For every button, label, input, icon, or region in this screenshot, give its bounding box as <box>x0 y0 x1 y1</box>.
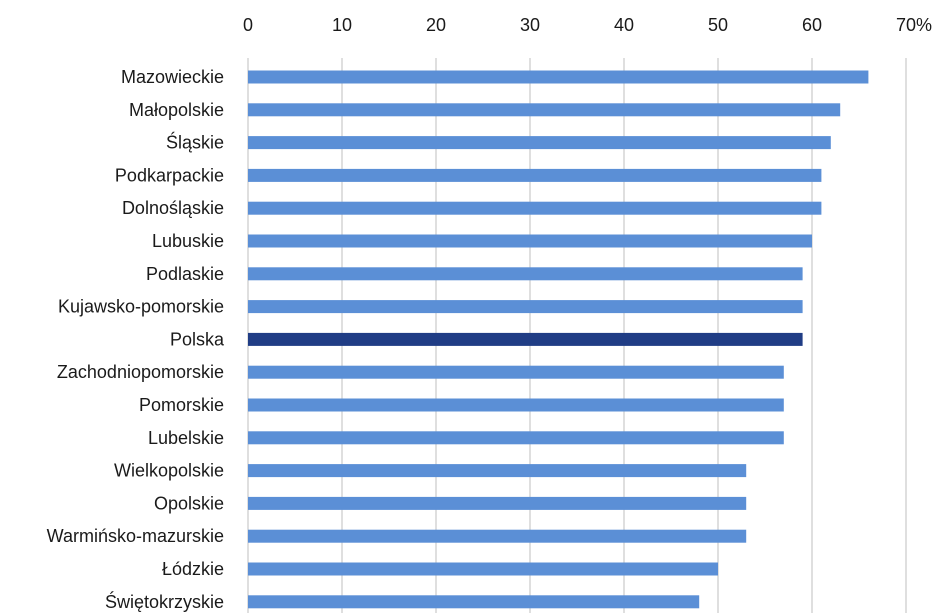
category-label: Lubelskie <box>148 428 224 448</box>
category-label: Małopolskie <box>129 100 224 120</box>
axis-unit-label: % <box>916 15 932 35</box>
category-label: Śląskie <box>166 132 224 153</box>
category-labels: Mazowieckie Małopolskie Śląskie Podkarpacki… <box>47 67 225 612</box>
category-label: Dolnośląskie <box>122 198 224 218</box>
bar-podlaskie <box>248 267 803 281</box>
category-label: Warmińsko-mazurskie <box>47 526 224 546</box>
x-tick-label: 0 <box>243 15 253 35</box>
x-axis-ticks: 0 10 20 30 40 50 60 70 <box>243 15 916 35</box>
category-label: Wielkopolskie <box>114 461 224 481</box>
bar-opolskie <box>248 496 747 510</box>
bar-dolnośląskie <box>248 201 822 215</box>
x-tick-label: 70 <box>896 15 916 35</box>
bar-polska <box>248 332 803 346</box>
bar-warmińsko-mazurskie <box>248 529 747 543</box>
bars <box>248 70 869 609</box>
bar-zachodniopomorskie <box>248 365 784 379</box>
category-label: Polska <box>170 329 225 349</box>
bar-małopolskie <box>248 103 841 117</box>
category-label: Kujawsko-pomorskie <box>58 297 224 317</box>
bar-kujawsko-pomorskie <box>248 300 803 314</box>
category-label: Pomorskie <box>139 395 224 415</box>
category-label: Opolskie <box>154 493 224 513</box>
x-tick-label: 50 <box>708 15 728 35</box>
x-tick-label: 30 <box>520 15 540 35</box>
bar-lubuskie <box>248 234 812 248</box>
category-label: Zachodniopomorskie <box>57 362 224 382</box>
category-label: Podkarpackie <box>115 165 224 185</box>
bar-pomorskie <box>248 398 784 412</box>
category-label: Podlaskie <box>146 264 224 284</box>
x-tick-label: 10 <box>332 15 352 35</box>
category-label: Mazowieckie <box>121 67 224 87</box>
category-label: Łódzkie <box>162 559 224 579</box>
bar-lubelskie <box>248 431 784 445</box>
category-label: Świętokrzyskie <box>105 591 224 612</box>
bar-świętokrzyskie <box>248 595 700 609</box>
bar-podkarpackie <box>248 168 822 182</box>
x-tick-label: 20 <box>426 15 446 35</box>
x-tick-label: 40 <box>614 15 634 35</box>
bar-mazowieckie <box>248 70 869 84</box>
x-tick-label: 60 <box>802 15 822 35</box>
bar-śląskie <box>248 136 831 150</box>
category-label: Lubuskie <box>152 231 224 251</box>
bar-wielkopolskie <box>248 464 747 478</box>
bar-łódzkie <box>248 562 718 576</box>
